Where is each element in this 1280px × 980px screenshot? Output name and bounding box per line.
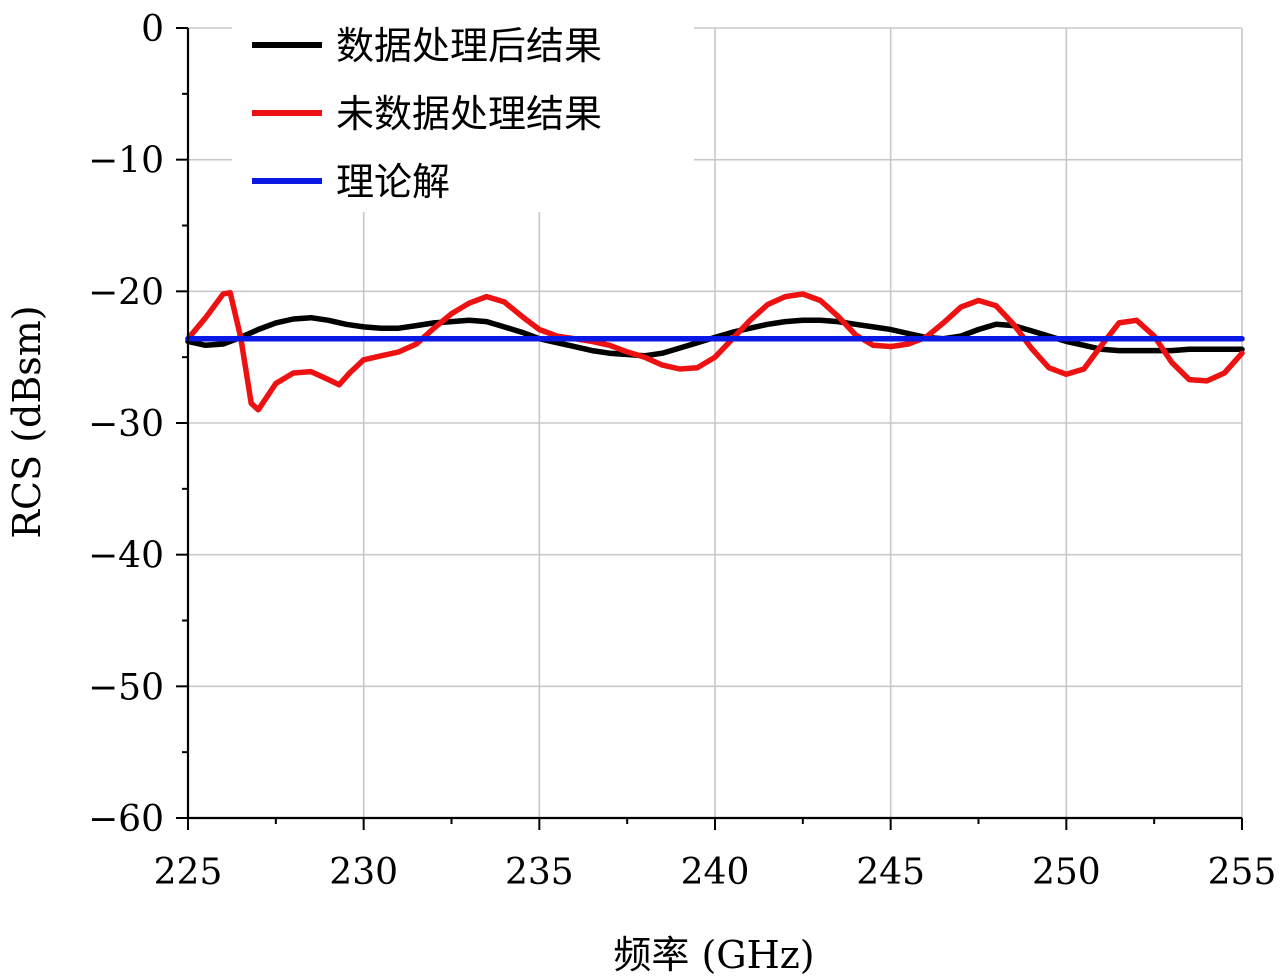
tick-labels: 0 −10 −20 −30 −40 −50 −60 225 230 235 240 245 250 255 [88,9,1276,893]
legend-label-1: 未数据处理结果 [336,92,602,136]
series-line-1 [185,289,1245,413]
x-tick-label-5: 250 [1032,852,1101,893]
axes [176,27,1243,830]
y-tick-label-1: −10 [88,141,164,182]
y-tick-label-0: 0 [141,9,164,50]
legend-label-0: 数据处理后结果 [336,24,602,68]
y-tick-label-2: −20 [88,272,164,313]
x-tick-label-4: 245 [856,852,925,893]
y-tick-label-5: −50 [88,667,164,708]
y-tick-label-6: −60 [88,799,164,840]
legend-label-2: 理论解 [336,160,450,204]
y-tick-label-3: −30 [88,404,164,445]
x-axis-title: 频率 (GHz) [613,933,814,977]
y-axis-title: RCS (dBsm) [5,305,49,538]
x-tick-label-2: 235 [505,852,574,893]
x-tick-label-0: 225 [154,852,223,893]
x-tick-label-6: 255 [1208,852,1277,893]
series-lines [185,289,1245,413]
x-tick-label-3: 240 [681,852,750,893]
y-tick-label-4: −40 [88,536,164,577]
x-tick-label-1: 230 [329,852,398,893]
